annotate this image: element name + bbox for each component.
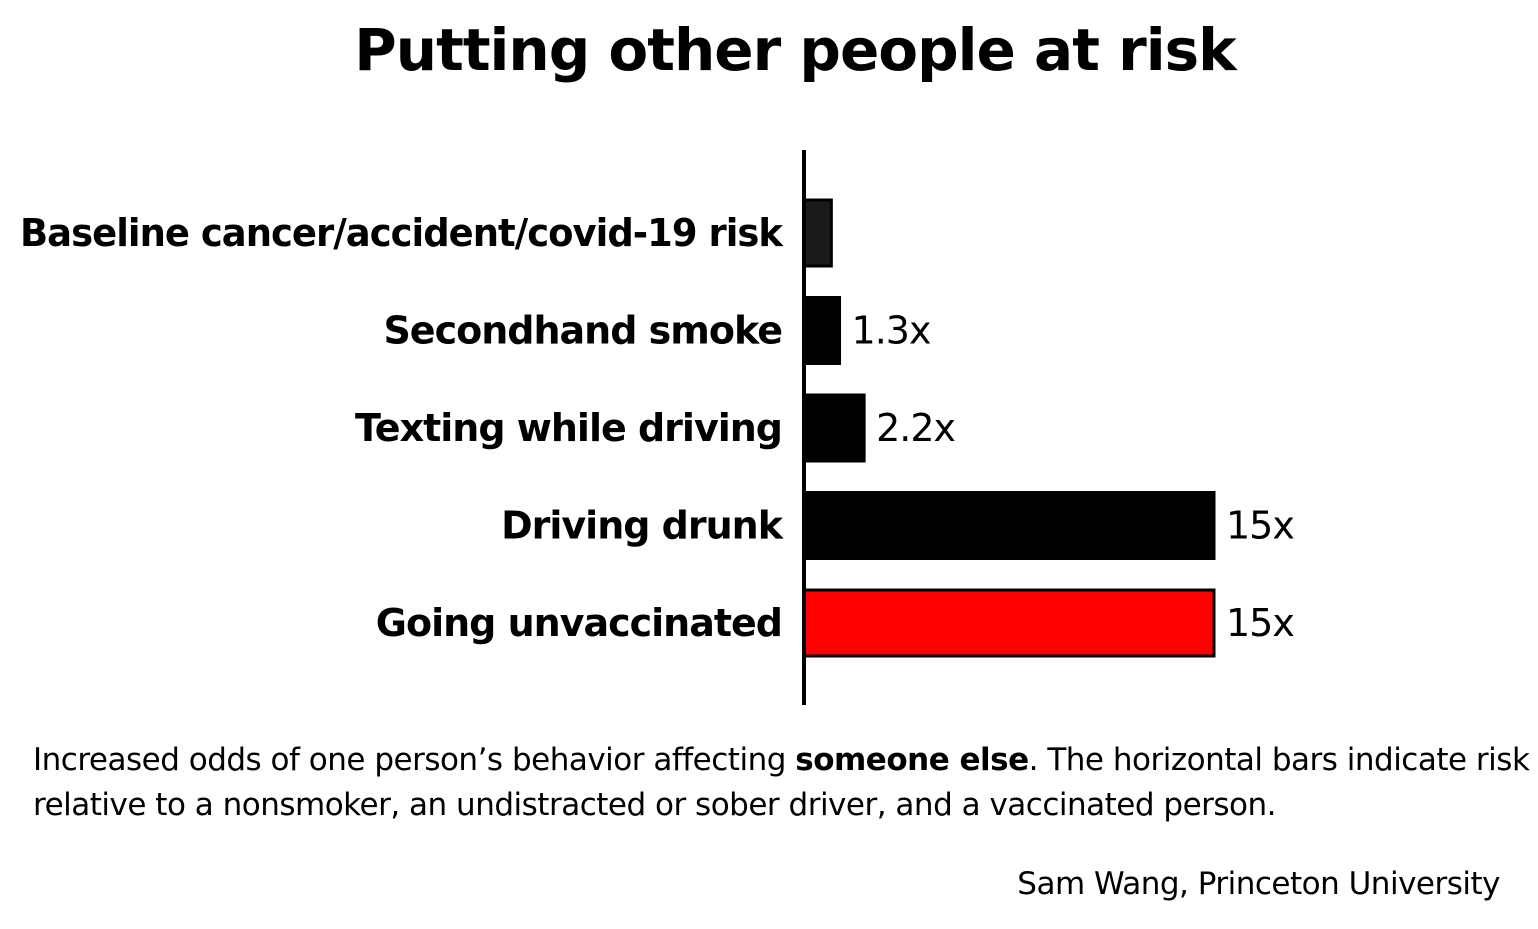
category-label-secondhand-smoke: Secondhand smoke [383, 309, 782, 353]
caption-text-before: Increased odds of one person’s behavior … [33, 742, 796, 778]
chart-title: Putting other people at risk [354, 16, 1238, 84]
category-label-going-unvaccinated: Going unvaccinated [376, 601, 782, 645]
bar-driving-drunk [802, 491, 1216, 560]
bar-secondhand-smoke [802, 296, 842, 365]
bars-layer: Baseline cancer/accident/covid-19 risk Se… [20, 198, 1295, 658]
category-label-driving-drunk: Driving drunk [501, 504, 784, 548]
chart-caption: Increased odds of one person’s behavior … [33, 738, 1533, 828]
chart-credit: Sam Wang, Princeton University [1017, 866, 1500, 902]
category-label-texting-while-driving: Texting while driving [355, 406, 782, 450]
caption-text-after: . The horizontal bars indicate risk rela… [33, 742, 1530, 823]
bar-texting-while-driving [802, 393, 866, 463]
caption-bold-text: someone else [795, 742, 1029, 778]
value-label-driving-drunk: 15x [1226, 504, 1294, 548]
value-label-secondhand-smoke: 1.3x [852, 309, 931, 353]
category-label-baseline-cancer-accident-covid-19-risk: Baseline cancer/accident/covid-19 risk [20, 211, 784, 255]
value-label-texting-while-driving: 2.2x [876, 406, 955, 450]
value-label-going-unvaccinated: 15x [1226, 601, 1294, 645]
bar-baseline-cancer-accident-covid-19-risk [802, 198, 833, 268]
bar-going-unvaccinated [802, 588, 1216, 658]
